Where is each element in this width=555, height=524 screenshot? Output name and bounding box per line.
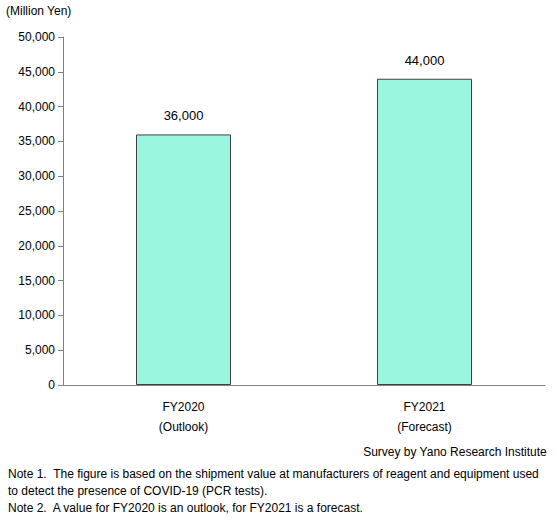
svg-text:45,000: 45,000 (18, 65, 55, 79)
svg-text:Note 2. A value for FY2020 is: Note 2. A value for FY2020 is an outlook… (8, 501, 363, 515)
svg-text:Survey by Yano Research Instit: Survey by Yano Research Institute (363, 445, 547, 459)
svg-text:FY2020: FY2020 (162, 400, 204, 414)
svg-text:0: 0 (48, 378, 55, 392)
svg-text:15,000: 15,000 (18, 274, 55, 288)
svg-text:5,000: 5,000 (25, 343, 55, 357)
svg-text:30,000: 30,000 (18, 169, 55, 183)
svg-text:Note 1. The figure is based o: Note 1. The figure is based on the shipm… (8, 467, 542, 481)
svg-text:10,000: 10,000 (18, 308, 55, 322)
svg-text:20,000: 20,000 (18, 239, 55, 253)
svg-text:to detect the presence of COVI: to detect the presence of COVID-19 (PCR … (8, 484, 267, 498)
svg-text:(Million Yen): (Million Yen) (6, 4, 71, 18)
svg-text:FY2021: FY2021 (403, 400, 445, 414)
svg-text:(Outlook): (Outlook) (159, 420, 208, 434)
svg-text:(Forecast): (Forecast) (397, 420, 452, 434)
svg-text:36,000: 36,000 (164, 108, 204, 123)
svg-text:35,000: 35,000 (18, 134, 55, 148)
svg-text:50,000: 50,000 (18, 30, 55, 44)
svg-text:25,000: 25,000 (18, 204, 55, 218)
svg-text:40,000: 40,000 (18, 100, 55, 114)
svg-text:44,000: 44,000 (405, 53, 445, 68)
